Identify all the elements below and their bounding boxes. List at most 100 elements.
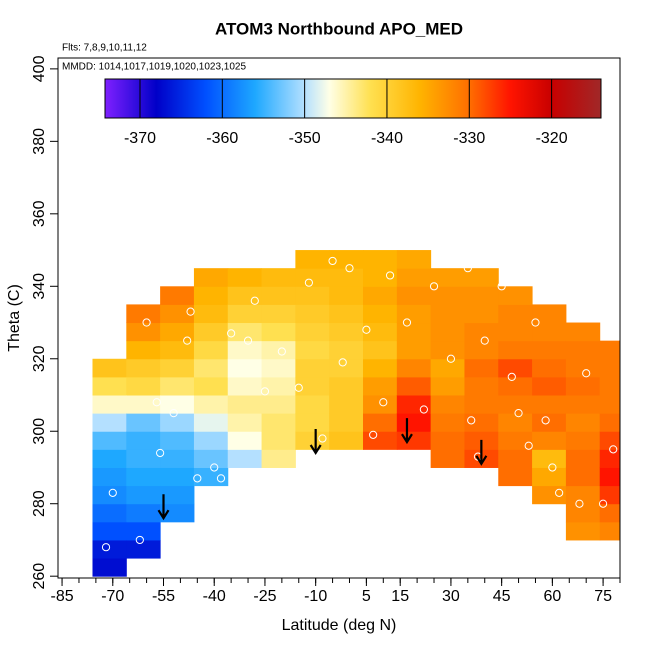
colorbar-tick-label: -320 — [536, 130, 568, 147]
cell — [498, 304, 533, 324]
sample-point — [507, 372, 516, 381]
arrow — [401, 418, 413, 445]
sample-point — [402, 318, 412, 327]
cell — [532, 431, 567, 450]
sample-point — [419, 405, 428, 414]
cell — [599, 467, 621, 487]
cell — [532, 340, 567, 360]
plot-frame — [57, 57, 621, 579]
cell — [295, 431, 330, 450]
sample-point — [385, 271, 395, 280]
cell — [565, 322, 601, 342]
cell — [430, 376, 465, 396]
cell — [295, 376, 330, 396]
cell — [126, 304, 161, 324]
x-tick-label: 15 — [391, 588, 409, 605]
cell — [92, 558, 127, 577]
cell — [396, 340, 432, 360]
cell — [329, 413, 364, 432]
sample-point — [318, 434, 327, 443]
cell — [295, 340, 330, 360]
sample-point — [186, 307, 195, 316]
cell — [363, 340, 398, 360]
sample-point — [548, 463, 557, 472]
cell — [329, 304, 364, 324]
cell — [126, 358, 161, 378]
cell — [329, 268, 364, 287]
cell — [261, 376, 296, 396]
cell — [565, 413, 601, 432]
cell — [261, 413, 296, 432]
sample-point — [369, 430, 378, 439]
x-tick-label: 60 — [543, 588, 561, 605]
sample-point — [575, 499, 584, 508]
cell — [498, 322, 533, 342]
cell — [396, 250, 432, 269]
cell — [599, 413, 621, 432]
y-tick-label: 400 — [31, 55, 48, 82]
cell — [227, 340, 263, 360]
cell — [498, 467, 533, 487]
cell — [599, 395, 621, 414]
cell — [92, 503, 127, 523]
arrow — [309, 428, 322, 456]
sample-point — [183, 336, 192, 345]
sample-point — [210, 463, 219, 472]
cell — [565, 449, 601, 468]
cell — [261, 431, 296, 450]
cell — [532, 322, 567, 342]
cell — [464, 268, 499, 287]
cell — [599, 449, 621, 468]
cell — [599, 521, 621, 541]
cell — [430, 413, 465, 432]
cell — [160, 413, 195, 432]
cell — [227, 376, 263, 396]
sample-point — [446, 354, 456, 363]
sample-point — [497, 282, 506, 291]
cell — [227, 304, 263, 324]
sample-point — [328, 256, 337, 266]
cell — [498, 286, 533, 305]
cell — [92, 449, 127, 468]
cell — [329, 340, 364, 360]
cell — [193, 268, 229, 287]
sample-point — [429, 282, 439, 291]
cell — [126, 485, 161, 505]
colorbar-tick-label: -370 — [124, 130, 156, 147]
cell — [227, 268, 263, 287]
cell — [363, 322, 398, 342]
cell — [92, 413, 127, 432]
cell — [599, 431, 621, 450]
cell — [363, 431, 398, 450]
cell — [92, 376, 127, 396]
sample-point — [598, 499, 608, 508]
cell — [126, 431, 161, 450]
cell — [160, 503, 195, 523]
colorbar-tick-label: -340 — [371, 130, 403, 147]
cell — [565, 340, 601, 360]
cell — [396, 431, 432, 450]
y-tick-label: 280 — [31, 490, 48, 517]
sample-point — [277, 347, 286, 356]
cell — [227, 286, 263, 305]
cell — [532, 485, 567, 505]
cell — [599, 358, 621, 378]
x-tick-label: -55 — [152, 588, 175, 605]
cell — [565, 503, 601, 523]
cell — [464, 304, 499, 324]
cell — [329, 358, 364, 378]
y-tick-label: 360 — [31, 200, 48, 227]
cell — [193, 449, 229, 468]
sample-point — [193, 474, 202, 483]
cell — [261, 304, 296, 324]
colorbar — [104, 78, 602, 119]
y-tick-label: 260 — [31, 563, 48, 590]
cell — [261, 286, 296, 305]
cell — [329, 376, 364, 396]
cell — [430, 304, 465, 324]
sample-point — [152, 398, 161, 407]
sample-point — [260, 387, 270, 396]
cell — [430, 268, 465, 287]
cell — [430, 395, 465, 414]
cell — [261, 395, 296, 414]
